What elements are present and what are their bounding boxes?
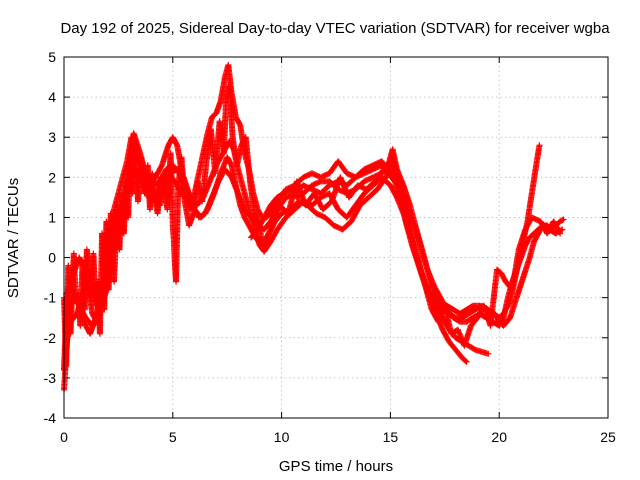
data-point [536, 142, 543, 149]
axis-ticks: 0 5 10 15 20 25 -4 -3 -2 -1 0 1 2 3 4 5 [44, 49, 616, 445]
y-tick-label: -2 [44, 330, 57, 346]
x-tick-label: 10 [274, 429, 290, 445]
series-track-e [248, 146, 566, 329]
y-tick-label: 4 [48, 89, 56, 105]
y-tick-label: 5 [48, 49, 56, 65]
y-tick-label: 0 [48, 250, 56, 266]
y-tick-label: 3 [48, 129, 56, 145]
x-tick-label: 15 [383, 429, 399, 445]
series-scatter-e [61, 82, 564, 369]
x-tick-label: 5 [169, 429, 177, 445]
data-points [61, 62, 567, 393]
x-tick-label: 20 [491, 429, 507, 445]
y-tick-label: -4 [44, 410, 57, 426]
y-tick-label: -1 [44, 290, 57, 306]
data-point [485, 350, 492, 357]
y-tick-label: 2 [48, 169, 56, 185]
y-tick-label: 1 [48, 209, 56, 225]
x-tick-label: 25 [600, 429, 616, 445]
x-tick-label: 0 [60, 429, 68, 445]
chart-title: Day 192 of 2025, Sidereal Day-to-day VTE… [60, 20, 610, 37]
y-tick-label: -3 [44, 370, 57, 386]
